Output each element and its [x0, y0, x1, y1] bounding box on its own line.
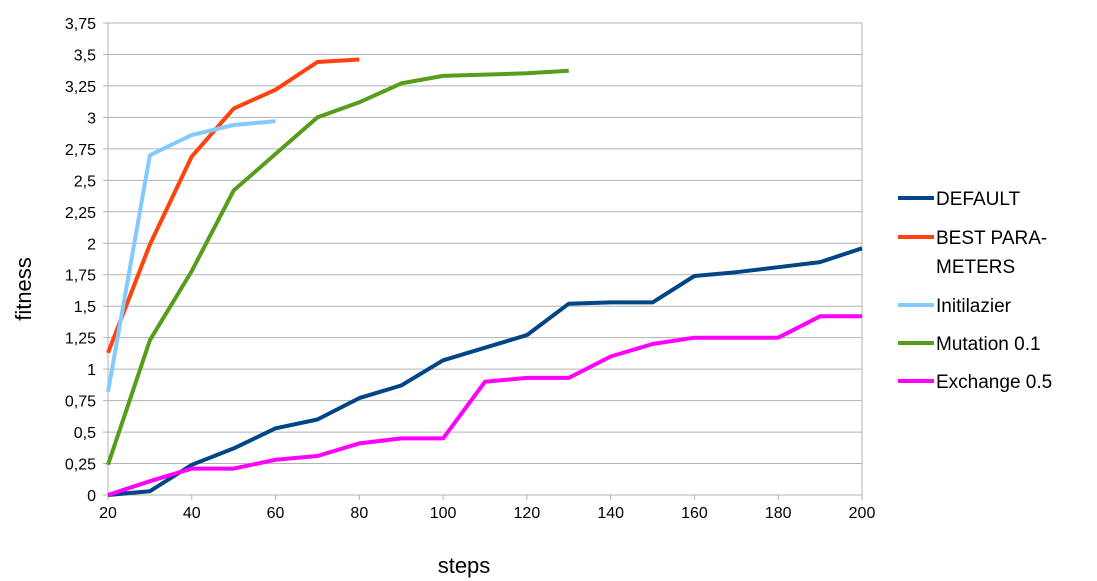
x-axis-ticks: 20 40 60 80 100 120 140 160 180 200 — [99, 505, 875, 522]
legend-label: BEST PARA- — [936, 228, 1047, 249]
y-tick-label: 2,75 — [65, 142, 96, 159]
y-axis-title: fitness — [11, 257, 36, 321]
y-tick-label: 1,5 — [74, 299, 96, 316]
x-tick-label: 180 — [765, 505, 792, 522]
x-tick-label: 80 — [350, 505, 368, 522]
x-axis-title: steps — [438, 553, 491, 578]
y-tick-label: 1,75 — [65, 268, 96, 285]
y-tick-label: 3,25 — [65, 79, 96, 96]
x-tick-label: 40 — [183, 505, 201, 522]
legend-label: METERS — [936, 257, 1015, 278]
y-tick-label: 2,5 — [74, 173, 96, 190]
series-line-3 — [106, 68, 569, 466]
grid-lines — [103, 22, 862, 496]
legend-label: Initilazier — [936, 296, 1012, 317]
legend: DEFAULT BEST PARA- METERS Initilazier Mutati… — [898, 189, 1052, 393]
x-tick-label: 20 — [99, 505, 117, 522]
x-tick-label: 140 — [597, 505, 624, 522]
y-tick-label: 0,25 — [65, 457, 96, 474]
x-tick-label: 120 — [514, 505, 541, 522]
legend-label: Mutation 0.1 — [936, 334, 1041, 355]
y-tick-label: 0,75 — [65, 394, 96, 411]
legend-label: DEFAULT — [936, 189, 1021, 210]
series-line-1 — [106, 57, 360, 354]
series-line-4 — [107, 314, 862, 497]
y-tick-label: 3 — [87, 110, 96, 127]
y-tick-label: 1 — [87, 362, 96, 379]
x-tick-label: 200 — [849, 505, 876, 522]
y-tick-label: 0 — [87, 488, 96, 505]
axes — [107, 23, 863, 500]
y-tick-label: 1,25 — [65, 331, 96, 348]
series-line-2 — [106, 119, 276, 393]
series-lines — [106, 57, 863, 497]
y-tick-label: 2,25 — [65, 205, 96, 222]
y-tick-label: 2 — [87, 236, 96, 253]
y-tick-label: 3,5 — [74, 47, 96, 64]
y-tick-label: 0,5 — [74, 425, 96, 442]
x-tick-label: 100 — [430, 505, 457, 522]
y-tick-label: 3,75 — [65, 16, 96, 33]
x-tick-label: 160 — [681, 505, 708, 522]
series-line-0 — [107, 246, 863, 497]
x-tick-label: 60 — [267, 505, 285, 522]
y-axis-ticks: 0 0,25 0,5 0,75 1 1,25 1,5 1,75 2 2,25 2,5 2,75 3 3,2… — [65, 16, 96, 505]
legend-label: Exchange 0.5 — [936, 372, 1052, 393]
